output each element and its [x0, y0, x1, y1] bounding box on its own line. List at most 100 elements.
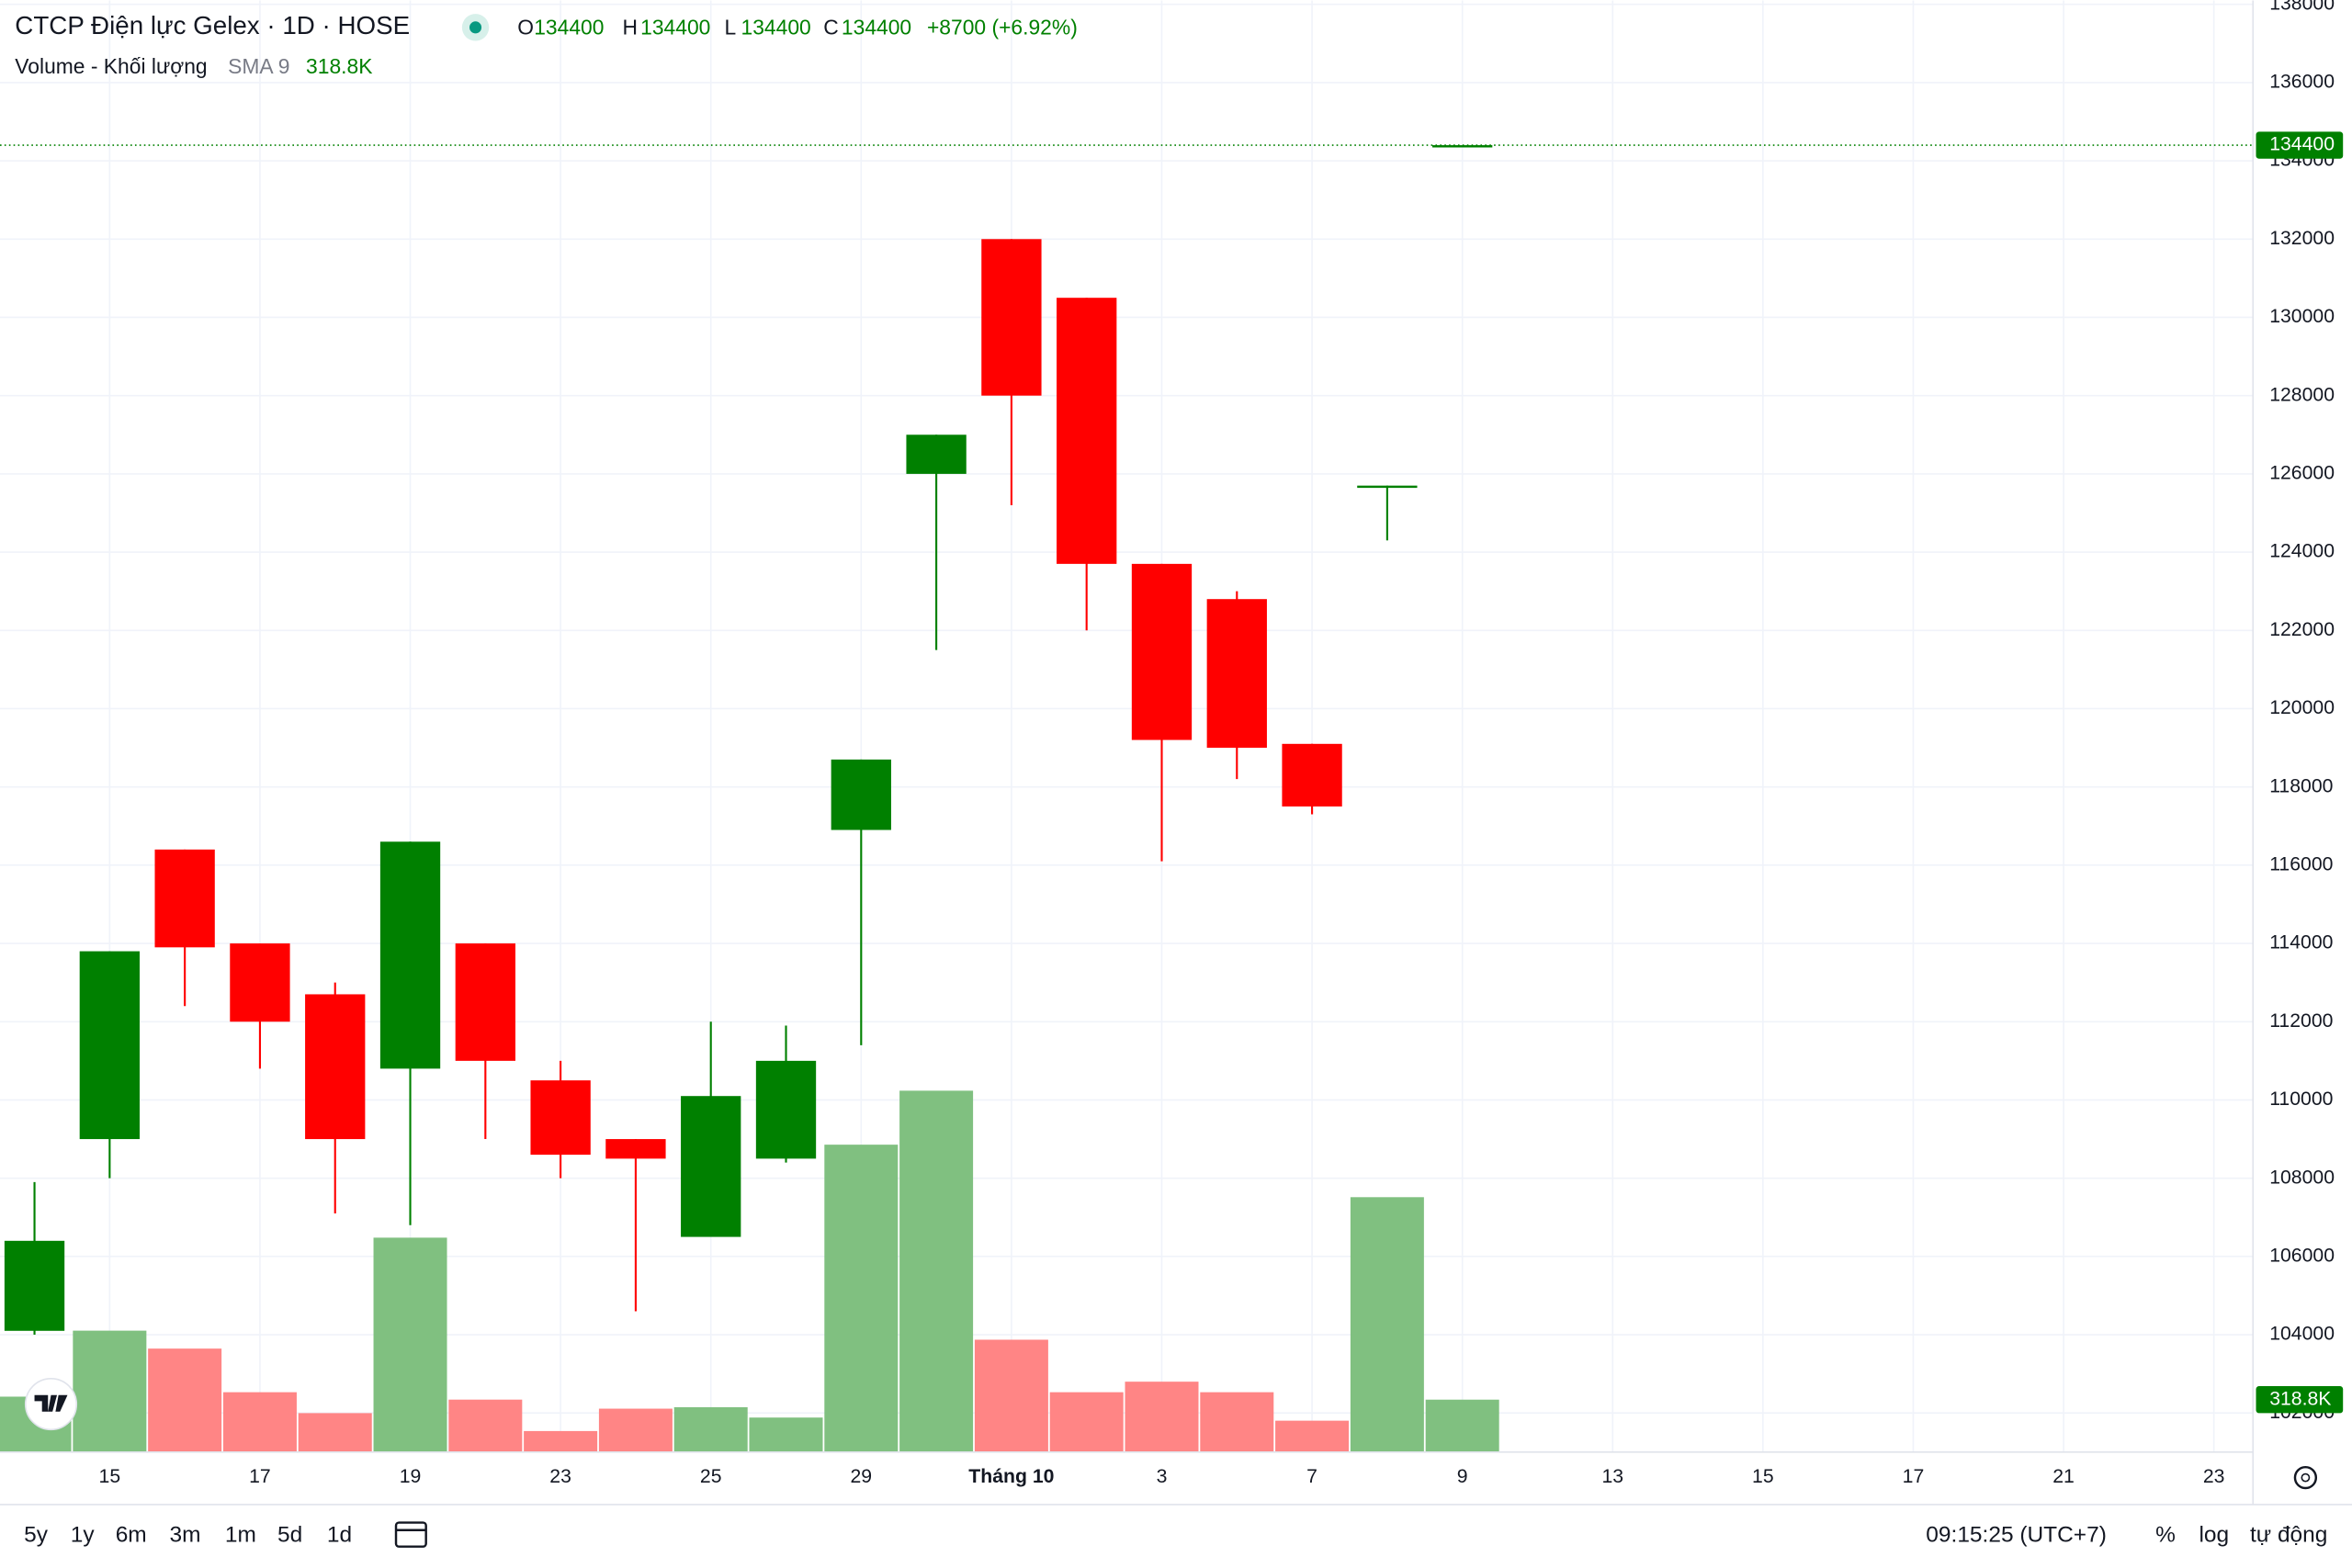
candle-body: [981, 239, 1042, 396]
y-tick-label: 106000: [2269, 1245, 2335, 1266]
x-tick-label: Tháng 10: [968, 1466, 1054, 1487]
x-tick-label: 7: [1306, 1466, 1317, 1487]
candle-body: [455, 943, 515, 1061]
candle-body: [906, 434, 967, 474]
volume-bar: [673, 1406, 748, 1452]
candle-body: [681, 1096, 741, 1237]
candle-body: [79, 951, 140, 1140]
y-tick-label: 114000: [2269, 932, 2333, 953]
y-tick-label: 112000: [2269, 1010, 2333, 1032]
scale-option[interactable]: tự động: [2250, 1523, 2327, 1548]
volume-bar: [222, 1392, 297, 1452]
y-tick-label: 136000: [2269, 72, 2335, 93]
volume-title: Volume - Khối lượng: [15, 54, 207, 78]
volume-bar: [749, 1417, 823, 1452]
y-tick-label: 122000: [2269, 619, 2335, 640]
tradingview-logo[interactable]: [24, 1378, 78, 1431]
change: +8700 (+6.92%): [927, 15, 1078, 39]
candle-body: [1057, 298, 1117, 564]
x-tick-label: 19: [400, 1466, 422, 1487]
candle-body: [1206, 599, 1267, 749]
candle-body: [379, 841, 441, 1069]
ohlc-label: H: [623, 15, 639, 39]
y-tick-label: 124000: [2269, 541, 2335, 562]
candle-body: [1131, 563, 1193, 740]
gear[interactable]: [2293, 1465, 2318, 1490]
volume-bar: [1200, 1392, 1274, 1452]
y-tick-label: 120000: [2269, 697, 2335, 718]
date-range-icon[interactable]: [394, 1521, 427, 1548]
volume-bar: [524, 1430, 598, 1452]
x-tick-label: 23: [549, 1466, 571, 1487]
y-tick-label: 104000: [2269, 1324, 2335, 1345]
price-label-box: [2256, 131, 2344, 159]
chart-title: CTCP Điện lực Gelex · 1D · HOSE: [15, 11, 410, 39]
candle-body: [605, 1139, 666, 1159]
volume-bar: [373, 1237, 447, 1452]
candle-body: [154, 849, 215, 948]
volume-bar: [598, 1408, 673, 1452]
settings-icon[interactable]: [2293, 1465, 2318, 1490]
candle-body: [305, 994, 366, 1140]
x-tick-label: 13: [1601, 1466, 1623, 1487]
volume-label-box: [2256, 1386, 2344, 1414]
x-tick-label: 29: [851, 1466, 873, 1487]
x-tick-label: 15: [99, 1466, 121, 1487]
range-button[interactable]: 5y: [24, 1523, 49, 1548]
ohlc-value: 134400: [640, 15, 710, 39]
x-tick-label: 17: [1903, 1466, 1925, 1487]
candle-body: [530, 1080, 591, 1156]
volume-bar: [1049, 1392, 1124, 1452]
volume-bar: [899, 1090, 974, 1452]
candle-body: [4, 1240, 65, 1331]
scale-option[interactable]: log: [2199, 1523, 2229, 1548]
sma-label: SMA 9: [228, 54, 289, 78]
y-tick-label: 116000: [2269, 853, 2333, 874]
volume-bar: [298, 1413, 372, 1452]
x-tick-label: 23: [2203, 1466, 2225, 1487]
scale-option[interactable]: %: [2155, 1523, 2176, 1548]
range-button[interactable]: 1m: [225, 1523, 256, 1548]
gear-center[interactable]: [2301, 1472, 2311, 1483]
ohlc-value: 134400: [534, 15, 604, 39]
range-button[interactable]: 5d: [277, 1523, 302, 1548]
x-tick-label: 3: [1157, 1466, 1168, 1487]
clock: 09:15:25 (UTC+7): [1926, 1523, 2107, 1548]
volume-value: 318.8K: [306, 54, 372, 78]
y-tick-label: 132000: [2269, 228, 2335, 249]
ohlc-value: 134400: [741, 15, 811, 39]
y-tick-label: 110000: [2269, 1089, 2333, 1110]
x-tick-label: 21: [2052, 1466, 2075, 1487]
candle-body: [1282, 743, 1342, 807]
volume-bar: [73, 1330, 147, 1452]
volume-bar: [148, 1348, 222, 1452]
volume-bar: [1350, 1197, 1424, 1452]
range-button[interactable]: 3m: [169, 1523, 200, 1548]
y-tick-label: 108000: [2269, 1167, 2335, 1188]
volume-bar: [974, 1339, 1048, 1452]
x-tick-label: 15: [1752, 1466, 1774, 1487]
range-button[interactable]: 6m: [116, 1523, 147, 1548]
logo-mark[interactable]: [34, 1394, 68, 1412]
range-button[interactable]: 1d: [327, 1523, 352, 1548]
calendar[interactable]: [394, 1521, 427, 1548]
volume-bar: [1125, 1382, 1199, 1452]
candles: [0, 144, 2254, 1336]
volume-label: 318.8K: [2269, 1388, 2331, 1409]
footer: 09:15:25 (UTC+7) 5y 1y 6m 3m 1m 5d 1d% log tự độ…: [24, 1521, 2327, 1548]
axes: 1020001040001060001080001100001120001140…: [99, 0, 2344, 1487]
range-button[interactable]: 1y: [71, 1523, 96, 1548]
ohlc-label: C: [823, 15, 839, 39]
y-tick-label: 128000: [2269, 384, 2335, 405]
y-tick-label: 126000: [2269, 462, 2335, 483]
candle-body: [1357, 485, 1418, 489]
x-tick-label: 25: [700, 1466, 722, 1487]
y-tick-label: 130000: [2269, 306, 2335, 327]
ohlc-label: O: [517, 15, 534, 39]
volume-pane: [0, 1090, 1499, 1452]
price-label: 134400: [2269, 134, 2335, 155]
volume-bar: [448, 1399, 523, 1452]
candle-body: [755, 1060, 817, 1159]
